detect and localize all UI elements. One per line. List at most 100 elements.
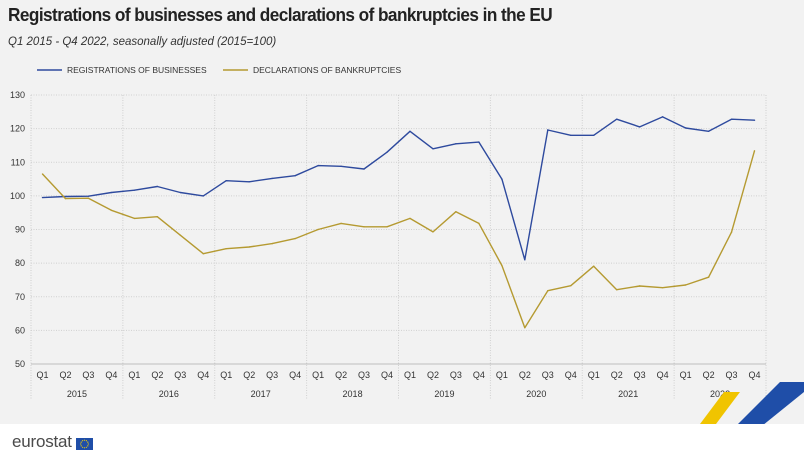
data-point (386, 226, 388, 228)
data-point (593, 265, 595, 267)
data-point (432, 148, 434, 150)
data-point (661, 116, 664, 118)
data-point (616, 118, 618, 120)
quarter-tick-label: Q3 (358, 370, 370, 380)
quarter-tick-label: Q4 (565, 370, 577, 380)
data-point (707, 130, 710, 133)
data-point (133, 189, 136, 191)
data-point (501, 178, 503, 180)
series-line-registrations (42, 116, 755, 261)
data-point (294, 237, 296, 240)
data-point (638, 285, 641, 287)
data-point (64, 195, 67, 198)
quarter-tick-label: Q4 (289, 370, 301, 380)
data-point (363, 226, 365, 228)
data-point (684, 284, 687, 286)
quarter-tick-label: Q3 (726, 370, 738, 380)
y-tick-label: 90 (15, 225, 25, 235)
data-point (110, 191, 113, 194)
data-point (317, 228, 319, 231)
quarter-tick-label: Q1 (680, 370, 692, 380)
data-point (248, 246, 250, 248)
data-point (271, 177, 273, 180)
quarter-tick-label: Q2 (427, 370, 439, 380)
data-point (225, 180, 227, 182)
y-tick-label: 130 (10, 90, 25, 100)
data-point (156, 185, 159, 188)
quarter-tick-label: Q2 (335, 370, 347, 380)
quarter-tick-label: Q3 (82, 370, 94, 380)
chart-panel (0, 0, 804, 424)
quarter-tick-label: Q2 (703, 370, 715, 380)
chart-grid (30, 94, 767, 399)
data-point (547, 289, 549, 292)
data-point (593, 134, 595, 137)
quarter-tick-label: Q1 (128, 370, 140, 380)
year-tick-label: 2022 (710, 389, 730, 399)
data-point (753, 150, 756, 152)
quarter-tick-label: Q3 (174, 370, 186, 380)
line-chart: 50 60 70 80 90 100 110 120 130 Q1 Q2 Q3 Q4 Q1 Q2 Q3 Q4 Q1… (10, 65, 804, 424)
year-tick-label: 2019 (434, 389, 454, 399)
year-tick-label: 2017 (251, 389, 271, 399)
year-tick-label: 2015 (67, 389, 87, 399)
quarter-tick-label: Q3 (542, 370, 554, 380)
logo-text: eurostat (12, 432, 72, 451)
data-point (432, 231, 434, 233)
quarter-tick-label: Q3 (634, 370, 646, 380)
quarter-tick-label: Q1 (404, 370, 416, 380)
footer: eurostat (0, 424, 804, 469)
data-point (110, 209, 113, 212)
quarter-tick-label: Q4 (381, 370, 393, 380)
quarter-tick-label: Q2 (519, 370, 531, 380)
quarter-tick-label: Q1 (312, 370, 324, 380)
y-tick-label: 60 (15, 325, 25, 335)
data-point (616, 288, 618, 291)
quarter-tick-label: Q2 (151, 370, 163, 380)
data-point (179, 191, 181, 194)
data-point (501, 264, 503, 267)
legend-label: REGISTRATIONS OF BUSINESSES (67, 65, 207, 75)
quarter-tick-label: Q4 (473, 370, 485, 380)
series-line-bankruptcies (41, 150, 756, 329)
data-point (41, 173, 44, 175)
corner-ribbon-blue (738, 382, 804, 424)
quarter-tick-label: Q4 (657, 370, 669, 380)
data-point (133, 217, 136, 220)
data-point (64, 197, 67, 200)
year-tick-label: 2021 (618, 389, 638, 399)
data-point (455, 143, 457, 145)
y-tick-label: 110 (11, 157, 25, 167)
quarter-tick-label: Q1 (220, 370, 232, 380)
data-point (87, 197, 90, 199)
data-point (661, 286, 664, 289)
data-point (202, 253, 204, 255)
quarter-tick-label: Q4 (197, 370, 209, 380)
data-point (478, 141, 480, 143)
corner-ribbon-yellow (700, 392, 740, 424)
data-point (225, 247, 227, 250)
data-point (41, 196, 44, 199)
data-point (570, 284, 572, 287)
data-point (730, 118, 733, 120)
chart-subtitle: Q1 2015 - Q4 2022, seasonally adjusted (… (8, 36, 277, 48)
quarter-tick-label: Q2 (611, 370, 623, 380)
data-point (363, 168, 365, 170)
y-tick-label: 120 (10, 124, 25, 134)
year-tick-label: 2016 (159, 389, 179, 399)
corner-decoration (700, 382, 804, 424)
year-tick-label: 2018 (343, 389, 363, 399)
y-tick-label: 70 (15, 292, 25, 302)
data-point (156, 216, 159, 218)
data-point (409, 130, 411, 133)
data-point (638, 126, 641, 128)
quarter-tick-label: Q1 (496, 370, 508, 380)
data-point (294, 175, 296, 177)
data-point (409, 217, 411, 220)
quarter-tick-label: Q2 (243, 370, 255, 380)
year-tick-label: 2020 (526, 389, 546, 399)
data-point (524, 259, 526, 261)
quarter-tick-label: Q1 (36, 370, 48, 380)
data-point (570, 134, 572, 137)
